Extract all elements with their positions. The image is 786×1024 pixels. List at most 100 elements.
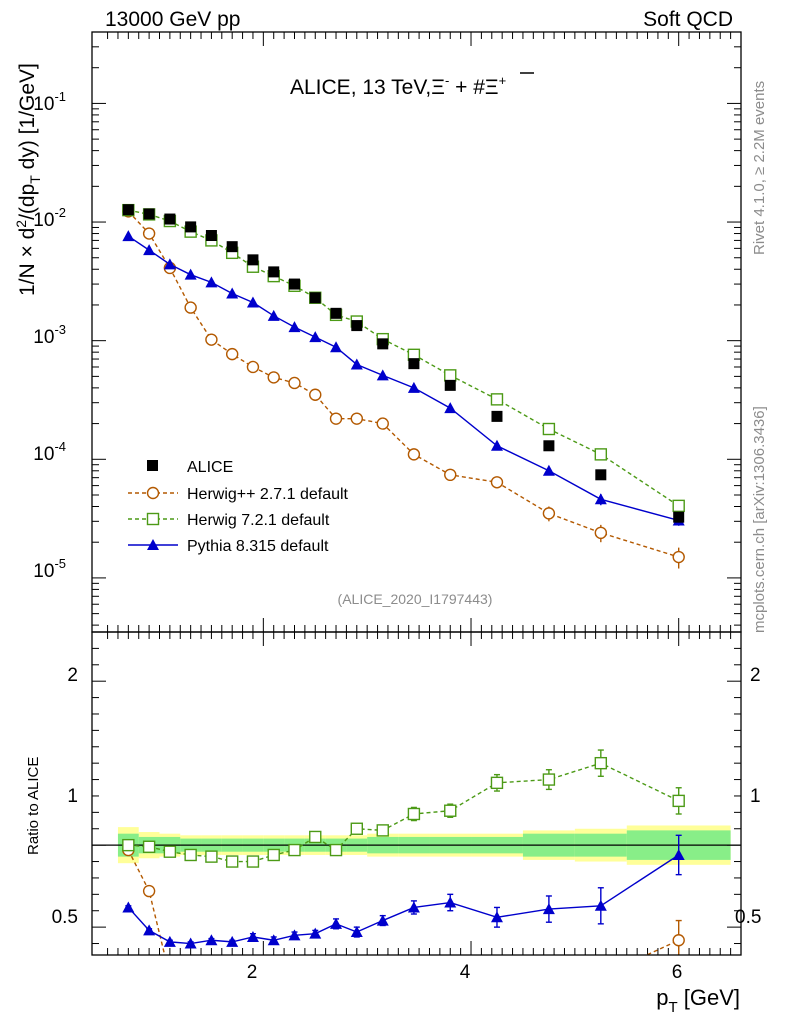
ratio-y-tick-label-1-right: 1 [750,786,761,807]
header-left: 13000 GeV pp [105,8,240,31]
ratio-y-axis-label: Ratio to ALICE [25,757,42,855]
ratio-y-tick-label-2-right: 2 [750,665,761,686]
ratio-point-herwig-2-7-1-default [227,971,238,982]
ratio-point-herwig-7-2-1-default [288,843,301,857]
ratio-point-pythia-8-315-default [672,848,685,860]
data-point-alice [408,358,420,370]
data-point-pythia-8-315-default [407,381,420,393]
data-point-herwig-2-7-1-default [184,301,197,314]
data-point-herwig-7-2-1-default [542,422,556,436]
legend-label-pythia: Pythia 8.315 default [187,538,329,555]
ratio-point-herwig-2-7-1-default [543,971,554,982]
ratio-point-herwig-7-2-1-default [122,838,135,852]
ratio-point-pythia-8-315-default [205,934,218,946]
ratio-point-pythia-8-315-default [226,935,239,947]
data-point-alice [673,511,685,523]
data-point-alice [205,230,217,242]
header-right: Soft QCD [643,8,733,31]
ratio-point-herwig-7-2-1-default [142,840,156,853]
mcplots-source-label: mcplots.cern.ch [arXiv:1306.3436] [751,406,768,633]
ratio-point-herwig-2-7-1-default [408,971,419,982]
data-point-pythia-8-315-default [309,331,322,343]
ratio-point-herwig-7-2-1-default [542,773,556,786]
data-point-alice [309,292,321,304]
y-tick-label-1e-4: 10-4 [33,439,66,465]
data-point-herwig-2-7-1-default [309,388,322,401]
ratio-point-pythia-8-315-default [122,901,135,913]
ratio-point-pythia-8-315-default [163,935,176,947]
data-point-herwig-2-7-1-default [142,227,156,240]
data-point-alice [288,278,300,290]
main-axis-ticks [92,31,741,632]
data-point-herwig-2-7-1-default [407,448,421,461]
data-point-herwig-2-7-1-default [288,376,301,390]
data-point-alice [143,208,155,220]
ratio-point-herwig-2-7-1-default [268,971,279,982]
data-point-pythia-8-315-default [376,369,389,381]
ratio-point-herwig-7-2-1-default [205,850,218,863]
ratio-plot: 2 1 0.5 2 1 0.5 Ratio to ALICE 2 4 6 pT … [25,631,761,1016]
data-point-alice [247,254,259,266]
ratio-y-tick-label-2-left: 2 [67,665,78,686]
ratio-line-pythia-8-315-default [127,854,680,945]
data-point-pythia-8-315-default [226,287,239,299]
ratio-point-herwig-2-7-1-default [377,971,388,982]
data-point-pythia-8-315-default [184,268,197,280]
data-point-herwig-2-7-1-default [672,550,685,564]
legend-marker-herwig7 [146,512,160,526]
ratio-point-herwig-7-2-1-default [225,855,239,868]
data-point-herwig-2-7-1-default [267,371,280,384]
data-point-pythia-8-315-default [205,276,218,288]
data-point-alice [164,213,176,225]
data-point-alice [351,320,363,332]
ratio-point-herwig-7-2-1-default [672,794,685,808]
data-point-alice [330,307,342,319]
ratio-point-herwig-2-7-1-default [185,971,196,982]
data-point-pythia-8-315-default [267,309,280,321]
ratio-point-herwig-7-2-1-default [267,848,280,862]
ratio-point-herwig-2-7-1-default [595,971,606,982]
data-point-herwig-2-7-1-default [225,347,239,361]
legend-label-herwigpp: Herwig++ 2.7.1 default [187,486,349,503]
data-point-pythia-8-315-default [163,258,176,270]
ratio-point-herwig-7-2-1-default [163,845,177,858]
data-point-herwig-7-2-1-default [444,369,457,382]
ratio-frame [91,631,742,956]
data-point-herwig-2-7-1-default [205,333,218,346]
ratio-point-pythia-8-315-default [444,896,457,908]
ratio-point-pythia-8-315-default [143,924,156,936]
data-point-pythia-8-315-default [542,464,555,476]
data-point-herwig-2-7-1-default [444,468,457,482]
ratio-point-herwig-7-2-1-default [407,807,421,821]
ratio-y-tick-label-1-left: 1 [67,786,78,807]
data-point-herwig-2-7-1-default [329,412,343,425]
legend: ALICE Herwig++ 2.7.1 default Herwig 7.2.… [128,459,349,555]
data-point-pythia-8-315-default [330,341,343,353]
ratio-point-pythia-8-315-default [330,917,343,929]
ratio-point-herwig-2-7-1-default [351,971,362,982]
data-point-herwig-2-7-1-default [246,360,260,374]
ratio-point-pythia-8-315-default [376,914,389,926]
ratio-point-herwig-2-7-1-default [310,971,321,982]
ratio-point-pythia-8-315-default [542,903,555,915]
data-point-alice [595,469,607,481]
x-tick-label-6: 6 [672,962,683,983]
ratio-point-herwig-7-2-1-default [444,804,457,817]
ratio-point-herwig-2-7-1-default [289,971,300,982]
data-point-pythia-8-315-default [444,402,457,414]
ratio-point-herwig-2-7-1-default [206,971,217,982]
data-point-herwig-7-2-1-default [594,448,608,461]
ratio-point-herwig-2-7-1-default [331,971,342,982]
plot-title: ALICE, 13 TeV,Ξ- + #Ξ+ [290,73,506,99]
data-point-alice [122,204,134,216]
ratio-point-herwig-2-7-1-default [445,971,456,982]
analysis-watermark: (ALICE_2020_I1797443) [338,591,493,607]
ratio-point-herwig-2-7-1-default [164,971,175,982]
ratio-point-pythia-8-315-default [407,901,420,913]
y-tick-label-1e-5: 10-5 [33,556,66,582]
data-point-pythia-8-315-default [594,493,607,505]
main-y-tick-labels: 10-1 10-2 10-3 10-4 10-5 [33,89,66,582]
ratio-point-herwig-7-2-1-default [184,848,197,862]
ratio-point-herwig-7-2-1-default [490,776,504,790]
ratio-point-pythia-8-315-default [246,930,259,942]
